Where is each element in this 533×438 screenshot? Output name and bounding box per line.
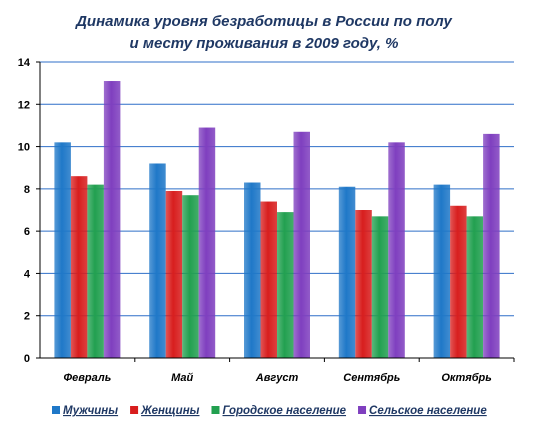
y-tick-label: 8	[24, 184, 30, 196]
y-tick-label: 0	[24, 353, 30, 365]
legend-swatch	[130, 406, 139, 414]
x-tick-label: Август	[255, 372, 299, 384]
x-tick-label: Октябрь	[441, 372, 491, 384]
x-tick-label: Сентябрь	[343, 372, 400, 384]
bar-Мужчины-Февраль	[54, 142, 71, 358]
bar-Сельское население-Сентябрь	[388, 142, 405, 358]
axes: 0 2 4 6 8 10 12 14 Февраль Май Август Сентябрь Октяб…	[18, 57, 515, 384]
bars	[54, 81, 500, 359]
x-tick-label: Февраль	[64, 372, 112, 384]
bar-Сельское население-Август	[293, 131, 310, 358]
bar-Женщины-Август	[260, 201, 277, 358]
y-tick-label: 10	[18, 142, 30, 154]
y-tick-label: 2	[24, 311, 30, 323]
y-tick-label: 4	[24, 268, 31, 280]
chart-title-line-2: и месту проживания в 2009 году, %	[130, 35, 399, 52]
x-tick-label: Май	[171, 372, 193, 384]
legend: Мужчины Женщины Городское население Сельско…	[52, 405, 487, 417]
bar-Женщины-Май	[165, 190, 183, 358]
legend-swatch	[358, 406, 367, 414]
bar-Городское население-Февраль	[87, 184, 104, 358]
chart-title-line-1: Динамика уровня безработицы в России по …	[74, 13, 452, 30]
bar-Женщины-Октябрь	[450, 205, 467, 358]
legend-label: Мужчины	[63, 405, 118, 417]
y-tick-label: 6	[24, 226, 30, 238]
bar-Мужчины-Сентябрь	[338, 186, 356, 358]
bar-Женщины-Февраль	[70, 176, 88, 358]
bar-Городское население-Август	[277, 212, 294, 358]
bar-Сельское население-Февраль	[103, 81, 121, 359]
bar-Сельское население-Май	[198, 127, 216, 359]
bar-Городское население-Май	[182, 195, 199, 358]
legend-swatch	[52, 406, 60, 414]
legend-swatch	[211, 406, 220, 414]
bar-Сельское население-Октябрь	[483, 133, 500, 358]
y-tick-label: 14	[18, 57, 31, 69]
bar-Женщины-Сентябрь	[355, 210, 372, 358]
legend-label: Городское население	[222, 405, 346, 417]
y-tick-label: 12	[18, 99, 30, 111]
bar-Городское население-Октябрь	[466, 216, 484, 358]
bar-Мужчины-Май	[149, 163, 166, 358]
legend-label: Женщины	[140, 405, 200, 417]
legend-label: Сельское население	[369, 405, 487, 417]
bar-Городское население-Сентябрь	[371, 216, 389, 358]
bar-Мужчины-Август	[244, 182, 261, 358]
bar-Мужчины-Октябрь	[433, 184, 451, 358]
